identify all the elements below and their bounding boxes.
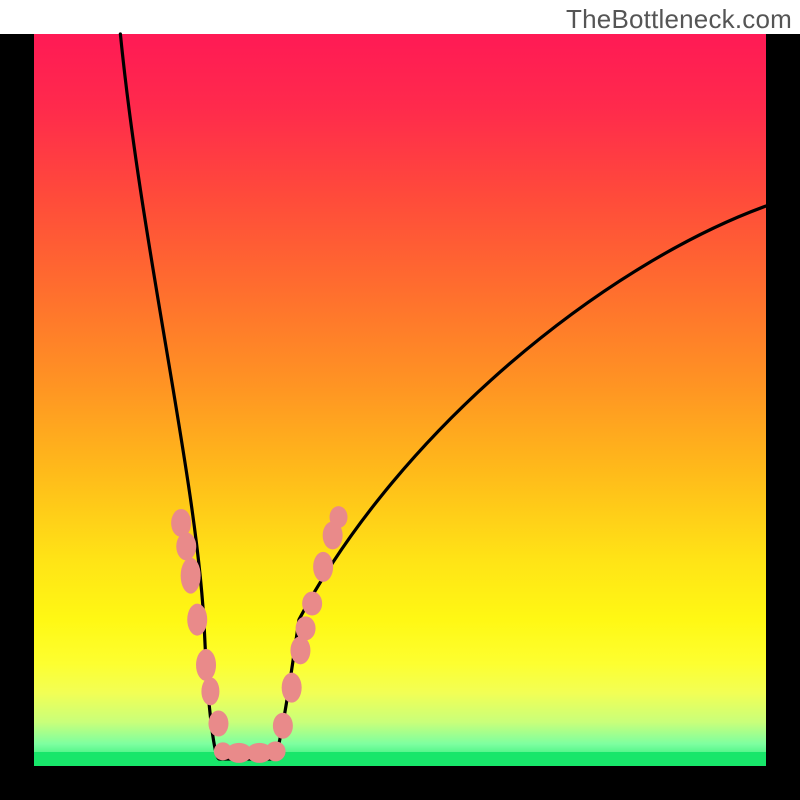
chart-background-gradient <box>34 34 766 766</box>
watermark-text: TheBottleneck.com <box>566 4 792 35</box>
chart-green-band <box>34 752 766 766</box>
